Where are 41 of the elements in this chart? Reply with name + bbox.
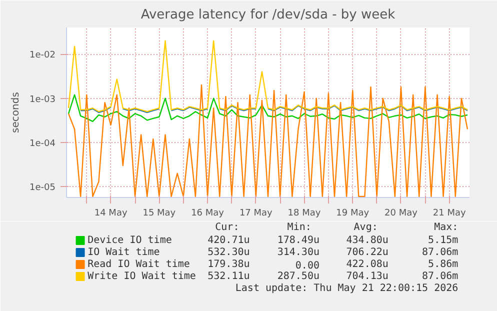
line-series: [68, 94, 468, 122]
text: Last update: Thu May 21 22:00:15 2026: [235, 283, 458, 294]
text: 87.06m: [422, 271, 458, 282]
x-tick-label: 18 May: [288, 208, 322, 218]
text: 5.86m: [428, 259, 458, 270]
legend-label: Read IO Wait time: [88, 259, 190, 270]
line-series: [68, 40, 468, 112]
x-tick-label: 16 May: [191, 208, 225, 218]
text: 532.30u: [208, 247, 250, 258]
text: Cur:: [215, 222, 240, 233]
text: 87.06m: [422, 247, 458, 258]
legend-label: Write IO Wait time: [88, 271, 196, 282]
x-tick-label: 15 May: [142, 208, 176, 218]
y-tick-label: 1e-03: [30, 94, 56, 105]
text: Max:: [434, 222, 458, 233]
chart-title: Average latency for /dev/sda - by week: [140, 8, 396, 22]
text: Avg:: [354, 222, 378, 233]
y-tick-label: 1e-05: [30, 183, 56, 194]
x-tick-label: 21 May: [432, 208, 466, 218]
text: 178.49u: [277, 235, 320, 246]
text: 706.22u: [346, 247, 388, 258]
text: 422.08u: [346, 259, 388, 270]
legend-label: IO Wait time: [88, 247, 160, 258]
y-axis-title: seconds: [10, 92, 22, 133]
x-tick-label: 14 May: [94, 208, 128, 218]
x-tick-label: 20 May: [384, 208, 418, 218]
text: 179.38u: [208, 259, 250, 270]
text: 434.80u: [346, 235, 388, 246]
text: Min:: [287, 222, 312, 233]
y-tick-label: 1e-02: [30, 50, 56, 61]
text: 0.00: [295, 260, 320, 272]
text: 314.30u: [277, 247, 320, 258]
y-tick-label: 1e-04: [30, 139, 56, 150]
text: 704.13u: [346, 271, 388, 282]
text: 5.15m: [428, 235, 458, 246]
text: 287.50u: [277, 271, 320, 282]
x-tick-label: 17 May: [239, 208, 274, 218]
legend-label: Device IO time: [88, 235, 172, 246]
text: 532.11u: [208, 271, 250, 282]
x-tick-label: 19 May: [336, 208, 370, 218]
text: 420.71u: [208, 235, 250, 246]
